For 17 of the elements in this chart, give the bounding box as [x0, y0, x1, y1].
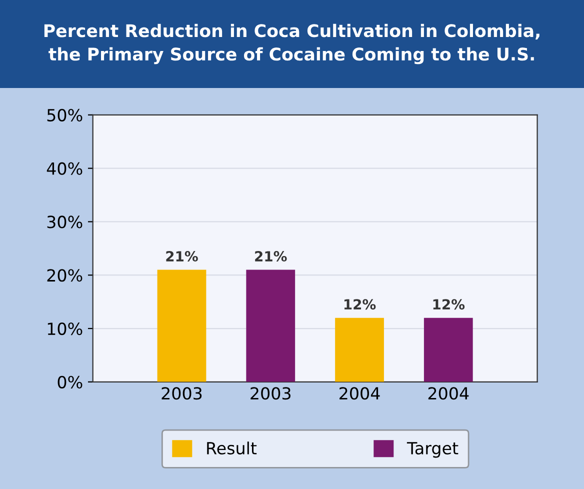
y-tick-label: 20%: [47, 269, 82, 282]
y-tick-label: 30%: [47, 216, 82, 228]
y-tick-label: 0%: [58, 376, 82, 388]
chart-title: Percent Reduction in Coca Cultivation in Colombia, the Primary Source of Cocaine Coming to the U.S.: [44, 24, 540, 64]
x-tick-label: 2003: [162, 387, 202, 400]
y-tick-label: 50%: [47, 108, 82, 122]
x-tick-label: 2004: [428, 387, 469, 400]
data-label: 21%: [166, 251, 198, 262]
legend-label: Target: [406, 442, 458, 458]
x-tick-label: 2003: [250, 387, 290, 400]
data-label: 12%: [344, 299, 376, 310]
x-tick-label: 2004: [340, 387, 380, 400]
legend-label: Result: [207, 442, 257, 454]
y-tick-label: 40%: [46, 162, 82, 175]
data-label: 21%: [255, 251, 287, 262]
data-label: 12%: [433, 299, 465, 310]
y-tick-label: 10%: [48, 322, 82, 336]
